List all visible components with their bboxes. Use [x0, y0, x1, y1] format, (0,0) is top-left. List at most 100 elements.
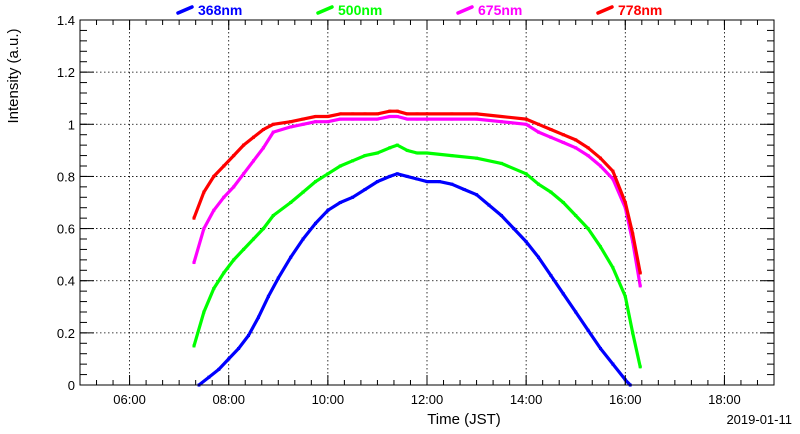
grid [80, 20, 774, 385]
data-point-500nm [623, 294, 627, 298]
legend-label: 368nm [198, 2, 242, 18]
y-tick-label: 0 [68, 378, 75, 393]
data-point-675nm [475, 117, 479, 121]
data-point-500nm [375, 151, 379, 155]
data-point-778nm [363, 112, 367, 116]
data-point-778nm [271, 122, 275, 126]
data-point-675nm [415, 117, 419, 121]
data-point-675nm [192, 261, 196, 264]
data-point-368nm [237, 347, 241, 350]
date-label: 2019-01-11 [726, 412, 792, 427]
data-point-778nm [611, 169, 615, 173]
data-point-368nm [388, 174, 392, 178]
data-point-500nm [499, 161, 503, 165]
data-point-675nm [212, 208, 216, 212]
data-point-778nm [586, 146, 590, 150]
data-point-778nm [261, 128, 265, 131]
data-point-500nm [450, 154, 454, 158]
x-tick-label: 10:00 [312, 392, 345, 407]
x-tick-label: 16:00 [609, 392, 642, 407]
data-point-778nm [450, 112, 454, 116]
data-point-778nm [425, 112, 429, 116]
data-point-500nm [242, 247, 246, 251]
data-point-675nm [574, 146, 578, 150]
data-point-778nm [301, 117, 305, 121]
y-axis-title: Intensity (a.u.) [5, 28, 22, 123]
data-point-500nm [405, 148, 409, 152]
data-point-675nm [405, 117, 409, 121]
data-point-368nm [227, 357, 231, 361]
legend-swatch [596, 5, 614, 15]
data-point-368nm [289, 255, 293, 259]
data-point-778nm [202, 190, 206, 194]
data-point-368nm [524, 240, 528, 244]
data-point-778nm [375, 112, 379, 116]
data-point-675nm [537, 130, 540, 134]
y-tick-labels: 0 0.2 0.4 0.6 0.8 1 1.2 1.4 [57, 13, 75, 393]
data-point-500nm [475, 156, 479, 160]
data-point-368nm [512, 227, 516, 231]
data-point-675nm [599, 164, 602, 168]
data-point-500nm [524, 172, 528, 176]
legend-item-368nm: 368nm [176, 2, 242, 18]
legend-item-675nm: 675nm [456, 2, 522, 18]
data-point-500nm [537, 182, 540, 186]
data-point-500nm [351, 159, 355, 163]
data-point-500nm [326, 172, 330, 176]
data-point-778nm [405, 112, 409, 116]
data-point-675nm [252, 159, 255, 163]
data-point-368nm [462, 188, 466, 191]
series-line-675nm [192, 114, 642, 288]
data-point-368nm [450, 182, 454, 186]
data-point-675nm [301, 122, 305, 126]
data-point-368nm [475, 193, 479, 197]
data-point-368nm [395, 172, 399, 176]
data-point-500nm [574, 214, 578, 217]
data-point-675nm [586, 154, 590, 158]
data-point-500nm [192, 344, 196, 348]
plot-area [80, 20, 774, 385]
data-point-368nm [207, 375, 211, 379]
data-point-778nm [574, 138, 578, 142]
data-point-368nm [574, 310, 578, 314]
series-layer [192, 109, 642, 387]
data-point-675nm [561, 141, 565, 144]
data-point-675nm [222, 195, 226, 199]
data-point-778nm [212, 174, 216, 178]
data-point-778nm [623, 201, 627, 204]
data-point-500nm [202, 310, 206, 314]
data-point-778nm [222, 164, 226, 168]
x-tick-label: 12:00 [411, 392, 444, 407]
data-point-368nm [257, 315, 260, 319]
data-point-500nm [222, 271, 226, 275]
data-point-368nm [363, 188, 367, 191]
x-tick-label: 14:00 [510, 392, 543, 407]
legend-label: 778nm [618, 2, 662, 18]
data-point-675nm [338, 117, 342, 121]
data-point-500nm [252, 237, 255, 241]
data-point-500nm [271, 214, 275, 217]
data-point-778nm [351, 112, 355, 116]
y-tick-label: 1.4 [57, 13, 75, 28]
data-point-500nm [301, 190, 305, 194]
y-tick-label: 1.2 [57, 65, 75, 80]
legend-swatch [316, 5, 334, 15]
data-point-500nm [261, 227, 265, 231]
data-point-500nm [561, 201, 565, 204]
data-point-675nm [289, 125, 293, 129]
series-500nm [192, 143, 642, 369]
data-point-675nm [388, 115, 392, 118]
data-point-675nm [351, 117, 355, 121]
legend-item-778nm: 778nm [596, 2, 662, 18]
legend-swatch [456, 5, 474, 15]
data-point-675nm [326, 120, 330, 124]
y-tick-label: 0.6 [57, 222, 75, 237]
data-point-675nm [638, 284, 642, 288]
data-point-500nm [212, 287, 216, 290]
data-point-675nm [425, 117, 429, 121]
data-point-778nm [289, 120, 293, 124]
data-point-500nm [425, 151, 429, 155]
legend-label: 500nm [338, 2, 382, 18]
axis-ticks [79, 19, 775, 386]
